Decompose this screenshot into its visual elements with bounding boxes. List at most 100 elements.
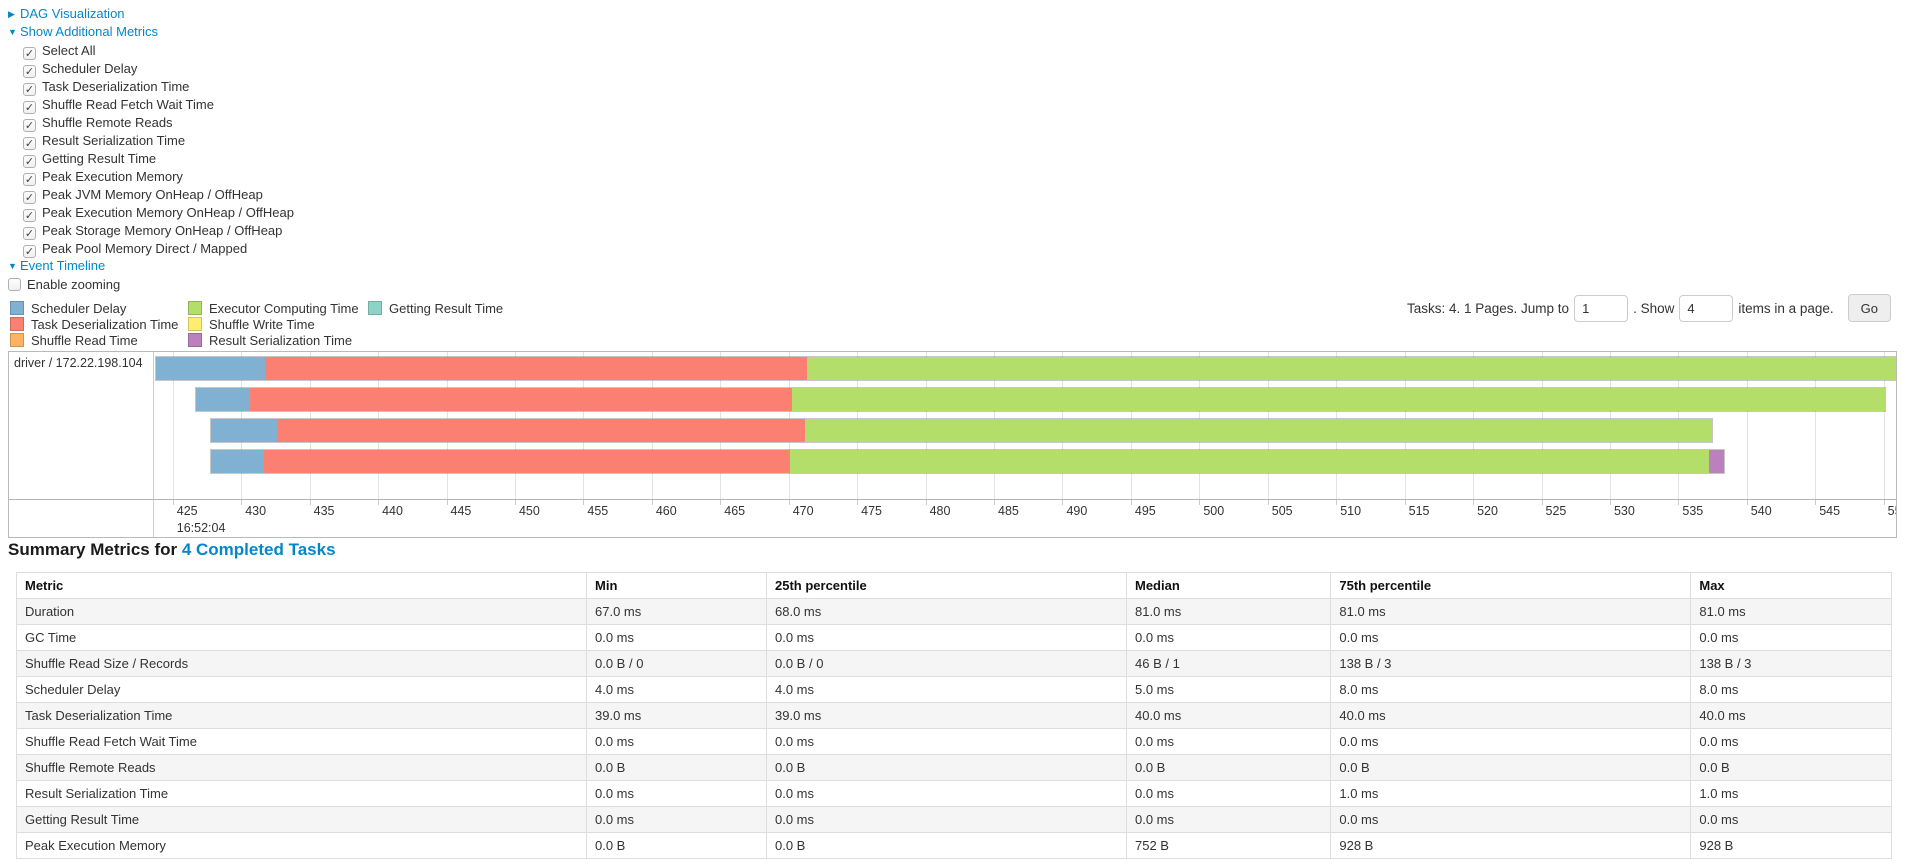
metric-checkbox[interactable] <box>23 101 36 114</box>
task-bar-segment-executor-computing <box>790 450 1709 473</box>
metric-checkbox[interactable] <box>23 173 36 186</box>
legend-color-swatch <box>10 333 24 347</box>
event-timeline-link[interactable]: Event Timeline <box>20 258 106 273</box>
metric-checkbox[interactable] <box>23 227 36 240</box>
axis-tick-mark <box>1473 500 1475 505</box>
metric-value-cell: 40.0 ms <box>1125 702 1332 729</box>
pagination-items-text: items in a page. <box>1738 300 1834 316</box>
completed-tasks-link[interactable]: 4 Completed Tasks <box>181 540 336 559</box>
axis-tick-mark <box>1541 500 1543 505</box>
axis-tick-mark <box>1678 500 1680 505</box>
jump-to-page-input[interactable] <box>1574 294 1629 322</box>
show-additional-metrics-link[interactable]: Show Additional Metrics <box>20 24 159 39</box>
task-bar[interactable] <box>194 387 1887 412</box>
legend-column: Executor Computing Time Shuffle Write Tim… <box>188 300 368 348</box>
metric-checkbox[interactable] <box>23 119 36 132</box>
metric-checkbox[interactable] <box>23 209 36 222</box>
metric-name-cell: Scheduler Delay <box>16 676 587 703</box>
axis-tick-label: 505 <box>1271 504 1293 518</box>
task-bar[interactable] <box>209 449 1725 474</box>
axis-line-left <box>9 499 155 500</box>
metric-checkbox[interactable] <box>23 83 36 96</box>
enable-zooming-checkbox[interactable] <box>8 278 21 291</box>
table-header-row: Metric Min 25th percentile Median 75th perce… <box>16 572 1892 599</box>
metric-value-cell: 40.0 ms <box>1690 702 1892 729</box>
metric-value-cell: 0.0 ms <box>1125 624 1332 651</box>
chevron-down-icon: ▼ <box>8 27 17 37</box>
table-header-cell: Min <box>586 572 767 599</box>
summary-metrics-table: Metric Min 25th percentile Median 75th perce… <box>16 572 1892 859</box>
metric-value-cell: 0.0 B <box>766 754 1127 781</box>
legend-item: Shuffle Read Time <box>10 332 188 348</box>
metric-value-cell: 0.0 ms <box>1690 728 1892 755</box>
axis-tick-label: 460 <box>655 504 677 518</box>
legend-item: Task Deserialization Time <box>10 316 188 332</box>
axis-tick-label: 495 <box>1134 504 1156 518</box>
items-per-page-input[interactable] <box>1679 294 1734 322</box>
table-row: Getting Result Time 0.0 ms 0.0 ms 0.0 ms 0.0… <box>16 806 1892 833</box>
metric-value-cell: 0.0 ms <box>1330 624 1692 651</box>
metric-value-cell: 0.0 ms <box>586 780 767 807</box>
metric-checkbox-label: Scheduler Delay <box>42 61 138 76</box>
metric-value-cell: 0.0 B <box>1690 754 1892 781</box>
axis-tick-label: 525 <box>1545 504 1567 518</box>
chevron-down-icon: ▼ <box>8 261 17 271</box>
metric-checkbox[interactable] <box>23 65 36 78</box>
legend-item: Executor Computing Time <box>188 300 368 316</box>
timeline-plot-area <box>155 352 1896 499</box>
metric-value-cell: 0.0 ms <box>1330 728 1692 755</box>
timeline-axis: 425 430 435 440 445 450 455 460 465 470 475 480 485 4… <box>155 499 1896 537</box>
metric-checkbox[interactable] <box>23 137 36 150</box>
axis-gridline <box>1746 352 1748 499</box>
metric-checkbox[interactable] <box>23 155 36 168</box>
metric-value-cell: 67.0 ms <box>586 598 767 625</box>
dag-visualization-link[interactable]: DAG Visualization <box>20 6 125 21</box>
axis-tick-mark <box>514 500 516 505</box>
task-bar-segment-task-deserialization <box>264 450 791 473</box>
metric-value-cell: 81.0 ms <box>1690 598 1892 625</box>
axis-tick-mark <box>1883 500 1885 505</box>
metric-checkbox[interactable] <box>23 191 36 204</box>
metric-checkbox-row: Scheduler Delay <box>23 60 294 78</box>
go-button[interactable]: Go <box>1847 294 1891 322</box>
axis-tick-mark <box>1609 500 1611 505</box>
metric-value-cell: 138 B / 3 <box>1330 650 1692 677</box>
metric-checkbox-label: Peak Execution Memory OnHeap / OffHeap <box>42 205 294 220</box>
axis-tick-label: 530 <box>1613 504 1635 518</box>
task-bar[interactable] <box>155 356 1896 381</box>
table-row: Result Serialization Time 0.0 ms 0.0 ms 0.0… <box>16 780 1892 807</box>
axis-tick-mark <box>446 500 448 505</box>
table-header-cell: Max <box>1690 572 1892 599</box>
legend-color-swatch <box>10 301 24 315</box>
axis-tick-label: 475 <box>861 504 882 518</box>
task-pagination: Tasks: 4. 1 Pages. Jump to . Show items … <box>1402 294 1891 322</box>
axis-tick-label: 430 <box>245 504 267 518</box>
table-header-cell: 25th percentile <box>766 572 1127 599</box>
metric-name-cell: Shuffle Read Fetch Wait Time <box>16 728 587 755</box>
table-row: Shuffle Read Fetch Wait Time 0.0 ms 0.0 ms… <box>16 728 1892 755</box>
axis-gridline <box>1883 352 1885 499</box>
metric-value-cell: 0.0 B <box>586 754 767 781</box>
metric-value-cell: 138 B / 3 <box>1690 650 1892 677</box>
axis-base-time-label: 16:52:04 <box>176 521 226 535</box>
metric-value-cell: 81.0 ms <box>1330 598 1692 625</box>
metric-value-cell: 8.0 ms <box>1690 676 1892 703</box>
table-row: Duration 67.0 ms 68.0 ms 81.0 ms 81.0 ms 81.0… <box>16 598 1892 625</box>
axis-tick-mark <box>788 500 790 505</box>
enable-zooming-label: Enable zooming <box>27 277 121 292</box>
axis-tick-label: 425 <box>176 504 198 518</box>
legend-color-swatch <box>368 301 382 315</box>
metric-checkbox[interactable] <box>23 245 36 258</box>
axis-tick-label: 540 <box>1750 504 1772 518</box>
axis-gridline <box>1815 352 1817 499</box>
metric-value-cell: 68.0 ms <box>766 598 1127 625</box>
metric-value-cell: 40.0 ms <box>1330 702 1692 729</box>
metric-checkbox-row: Peak Execution Memory <box>23 168 294 186</box>
metric-name-cell: Getting Result Time <box>16 806 587 833</box>
task-bar[interactable] <box>209 418 1713 443</box>
metric-name-cell: GC Time <box>16 624 587 651</box>
metric-checkbox-row: Peak Execution Memory OnHeap / OffHeap <box>23 204 294 222</box>
metric-checkbox[interactable] <box>23 47 36 60</box>
axis-tick-label: 445 <box>450 504 472 518</box>
legend-color-swatch <box>188 301 202 315</box>
